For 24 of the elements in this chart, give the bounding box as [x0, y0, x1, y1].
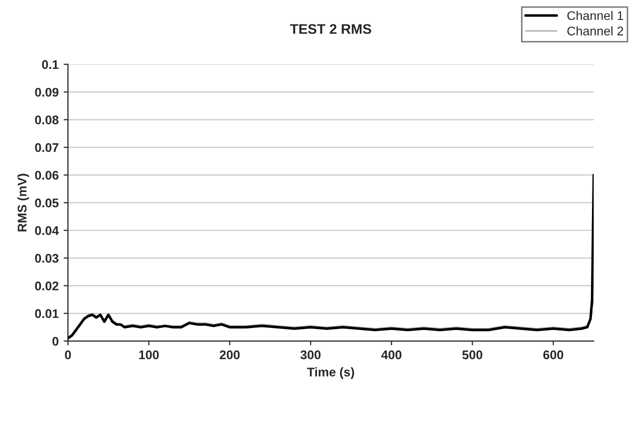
line-series [68, 298, 594, 338]
y-tick-label: 0.08 [35, 115, 59, 124]
y-tick-label: 0.09 [35, 88, 58, 97]
y-tick-label: 0.05 [35, 198, 59, 208]
y-tick-label: 0.04 [35, 226, 59, 236]
legend-label: Channel 2 [567, 26, 624, 36]
legend-label: Channel 1 [567, 10, 624, 20]
y-axis-title: RMS (mV) [17, 174, 30, 232]
y-tick-label: 0.03 [35, 254, 58, 263]
x-tick-label: 400 [381, 350, 402, 360]
x-tick-label: 500 [462, 350, 482, 360]
x-tick-label: 200 [220, 350, 240, 360]
x-tick-label: 0 [64, 350, 71, 360]
y-tick-label: 0.02 [35, 282, 58, 290]
y-tick-label: 0.06 [35, 170, 58, 180]
x-tick-label: 600 [543, 350, 564, 360]
y-tick-label: 0.1 [42, 60, 59, 69]
x-tick-label: 100 [139, 350, 159, 360]
y-tick-label: 0 [52, 336, 58, 346]
x-axis-title: Time (s) [307, 367, 354, 379]
chart-title: TEST 2 RMS [290, 24, 372, 34]
x-tick-label: 300 [300, 350, 321, 360]
y-tick-label: 0.01 [35, 309, 59, 318]
y-tick-label: 0.07 [35, 143, 58, 152]
